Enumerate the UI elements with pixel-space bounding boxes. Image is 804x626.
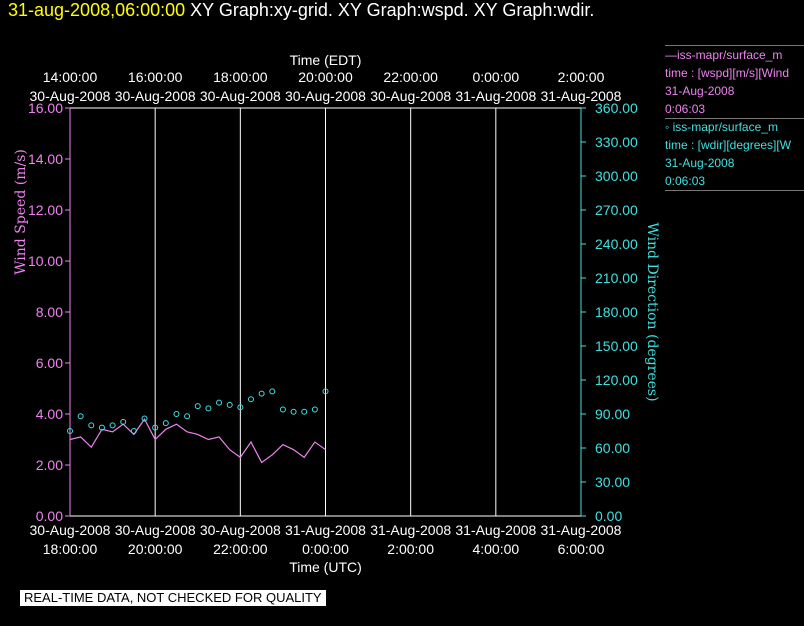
right-tick-label: 150.00: [595, 338, 638, 354]
bottom-tick-time: 0:00:00: [302, 541, 349, 557]
bottom-tick-date: 31-Aug-2008: [455, 522, 536, 538]
wind-direction-point: [109, 422, 116, 429]
left-tick-label: 4.00: [36, 406, 63, 422]
left-tick-label: 10.00: [28, 253, 63, 269]
top-tick-date: 30-Aug-2008: [115, 88, 196, 104]
top-tick-time: 18:00:00: [213, 69, 268, 85]
bottom-tick-date: 30-Aug-2008: [115, 522, 196, 538]
top-tick-date: 31-Aug-2008: [541, 88, 622, 104]
page-title: 31-aug-2008,06:00:00 XY Graph:xy-grid. X…: [8, 0, 594, 21]
wind-direction-point: [301, 408, 308, 415]
legend-speed-date: 31-Aug-2008: [665, 84, 735, 98]
bottom-tick-time: 20:00:00: [128, 541, 183, 557]
wind-direction-point: [269, 388, 276, 395]
top-axis-title: Time (EDT): [290, 52, 362, 68]
legend-speed-title: —iss-mapr/surface_m: [665, 48, 783, 62]
right-tick-label: 120.00: [595, 372, 638, 388]
bottom-axis-title: Time (UTC): [289, 559, 362, 575]
wind-speed-line: [69, 417, 326, 464]
wind-direction-point: [98, 424, 105, 431]
wind-direction-point: [322, 388, 329, 395]
left-tick-label: 12.00: [28, 202, 63, 218]
right-tick-label: 180.00: [595, 304, 638, 320]
left-tick-label: 6.00: [36, 355, 63, 371]
bottom-tick-time: 18:00:00: [43, 541, 98, 557]
right-tick-label: 330.00: [595, 134, 638, 150]
legend-entry-direction: ◦ iss-mapr/surface_m time : [wdir][degre…: [665, 118, 804, 191]
right-tick-label: 270.00: [595, 202, 638, 218]
wind-direction-point: [216, 399, 223, 406]
wind-direction-point: [141, 415, 148, 422]
quality-disclaimer: REAL-TIME DATA, NOT CHECKED FOR QUALITY: [20, 590, 326, 606]
top-tick-date: 30-Aug-2008: [285, 88, 366, 104]
top-tick-time: 2:00:00: [558, 69, 605, 85]
top-tick-time: 22:00:00: [383, 69, 438, 85]
wind-direction-point: [67, 428, 73, 434]
wind-direction-point: [205, 405, 212, 412]
legend-entry-speed: —iss-mapr/surface_m time : [wspd][m/s][W…: [665, 45, 804, 119]
bottom-tick-date: 31-Aug-2008: [541, 522, 622, 538]
top-tick-time: 14:00:00: [43, 69, 98, 85]
top-tick-time: 16:00:00: [128, 69, 183, 85]
top-tick-date: 30-Aug-2008: [200, 88, 281, 104]
bottom-tick-date: 31-Aug-2008: [285, 522, 366, 538]
legend-direction-date: 31-Aug-2008: [665, 156, 735, 170]
bottom-tick-date: 30-Aug-2008: [200, 522, 281, 538]
wind-direction-point: [311, 406, 318, 413]
wind-direction-point: [162, 420, 169, 427]
left-tick-label: 16.00: [28, 100, 63, 116]
wind-direction-point: [247, 396, 254, 403]
right-tick-label: 0.00: [595, 508, 622, 524]
bottom-tick-date: 30-Aug-2008: [30, 522, 111, 538]
wind-direction-point: [88, 422, 95, 429]
bottom-tick-time: 4:00:00: [472, 541, 519, 557]
left-tick-label: 2.00: [36, 457, 63, 473]
right-tick-label: 210.00: [595, 270, 638, 286]
wind-direction-point: [226, 401, 233, 408]
legend-speed-time: 0:06:03: [665, 102, 706, 116]
wind-direction-point: [184, 413, 191, 420]
legend-direction-time: 0:06:03: [665, 174, 706, 188]
left-tick-label: 8.00: [36, 304, 63, 320]
title-time: 31-aug-2008,06:00:00: [8, 0, 186, 20]
bottom-tick-time: 6:00:00: [558, 541, 605, 557]
wind-direction-point: [120, 418, 127, 425]
left-tick-label: 0.00: [36, 508, 63, 524]
wind-direction-point: [77, 413, 84, 420]
right-tick-label: 60.00: [595, 440, 630, 456]
legend-speed-desc: time : [wspd][m/s][Wind: [665, 66, 790, 80]
wind-direction-point: [237, 404, 244, 411]
wind-direction-point: [173, 411, 180, 417]
top-tick-date: 30-Aug-2008: [30, 88, 111, 104]
bottom-tick-time: 22:00:00: [213, 541, 268, 557]
wind-direction-point: [279, 406, 286, 413]
top-tick-date: 30-Aug-2008: [370, 88, 451, 104]
top-tick-date: 31-Aug-2008: [455, 88, 536, 104]
right-axis-title: Wind Direction (degrees): [644, 222, 660, 401]
wind-direction-point: [194, 403, 201, 410]
left-axis-title: Wind Speed (m/s): [13, 149, 29, 275]
right-tick-label: 90.00: [595, 406, 630, 422]
wind-direction-point: [152, 424, 159, 431]
right-tick-label: 360.00: [595, 100, 638, 116]
title-graphs: XY Graph:xy-grid. XY Graph:wspd. XY Grap…: [190, 0, 595, 20]
top-tick-time: 20:00:00: [298, 69, 353, 85]
wind-direction-point: [130, 428, 137, 434]
bottom-tick-date: 31-Aug-2008: [370, 522, 451, 538]
legend-direction-desc: time : [wdir][degrees][W: [665, 138, 792, 152]
wind-direction-point: [258, 390, 265, 397]
right-tick-label: 240.00: [595, 236, 638, 252]
top-tick-time: 0:00:00: [472, 69, 519, 85]
wind-direction-point: [290, 408, 297, 415]
legend-direction-title: ◦ iss-mapr/surface_m: [665, 120, 778, 134]
right-tick-label: 30.00: [595, 474, 630, 490]
right-tick-label: 300.00: [595, 168, 638, 184]
bottom-tick-time: 2:00:00: [387, 541, 434, 557]
left-tick-label: 14.00: [28, 151, 63, 167]
